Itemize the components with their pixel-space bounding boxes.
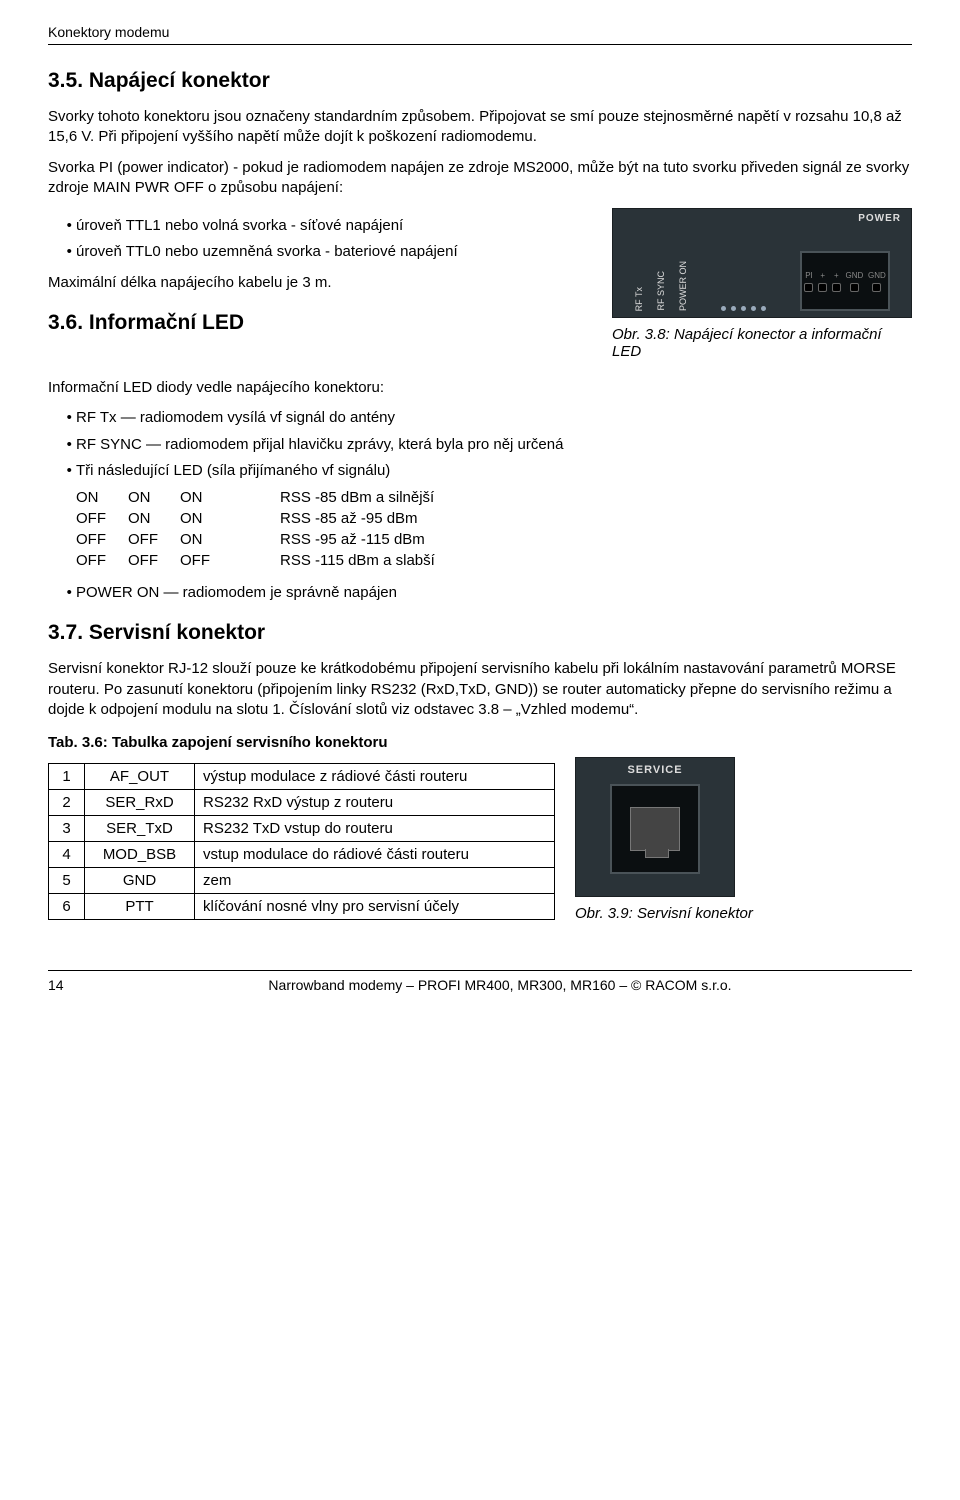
heading-3-6: 3.6. Informační LED — [48, 311, 588, 335]
para-3-5-1: Svorky tohoto konektoru jsou označeny st… — [48, 107, 912, 148]
pin-plus1: + — [820, 271, 825, 280]
para-3-5-3: Maximální délka napájecího kabelu je 3 m… — [48, 273, 588, 293]
bullet-rftx: RF Tx — radiomodem vysílá vf signál do a… — [76, 408, 912, 428]
figure-3-9-caption: Obr. 3.9: Servisní konektor — [575, 905, 753, 922]
pin-row-6: 6PTTklíčování nosné vlny pro servisní úč… — [49, 894, 555, 920]
bullet-three-led: Tři následující LED (síla přijímaného vf… — [76, 461, 912, 481]
heading-3-7: 3.7. Servisní konektor — [48, 621, 912, 645]
para-3-7-1: Servisní konektor RJ-12 slouží pouze ke … — [48, 659, 912, 720]
table-3-6-title: Tab. 3.6: Tabulka zapojení servisního ko… — [48, 734, 912, 751]
led-row — [721, 304, 766, 311]
para-3-6-1: Informační LED diody vedle napájecího ko… — [48, 378, 912, 398]
service-pin-table: 1AF_OUTvýstup modulace z rádiové části r… — [48, 763, 555, 920]
led-label-poweron: POWER ON — [678, 261, 688, 311]
pin-gnd1: GND — [846, 271, 864, 280]
led-label-rftx: RF Tx — [634, 287, 644, 311]
led-row-2: OFF OFF ON RSS -95 až -115 dBm — [76, 531, 912, 548]
service-panel-label: SERVICE — [627, 764, 682, 776]
terminal-block: PI + + GND GND — [800, 251, 890, 311]
led-row-3: OFF OFF OFF RSS -115 dBm a slabší — [76, 552, 912, 569]
power-connector-image: POWER RF Tx RF SYNC POWER ON PI + + GND … — [612, 208, 912, 318]
pin-plus2: + — [834, 271, 839, 280]
figure-3-8-caption: Obr. 3.8: Napájecí konector a informační… — [612, 326, 912, 360]
led-row-1: OFF ON ON RSS -85 až -95 dBm — [76, 510, 912, 527]
pin-row-3: 3SER_TxDRS232 TxD vstup do routeru — [49, 816, 555, 842]
bullet-ttl1: úroveň TTL1 nebo volná svorka - síťové n… — [76, 216, 588, 236]
pin-row-2: 2SER_RxDRS232 RxD výstup z routeru — [49, 790, 555, 816]
pin-row-1: 1AF_OUTvýstup modulace z rádiové části r… — [49, 764, 555, 790]
para-3-5-2: Svorka PI (power indicator) - pokud je r… — [48, 158, 912, 199]
led-signal-table: ON ON ON RSS -85 dBm a silnější OFF ON O… — [76, 489, 912, 569]
bullet-rfsync: RF SYNC — radiomodem přijal hlavičku zpr… — [76, 435, 912, 455]
footer-text: Narrowband modemy – PROFI MR400, MR300, … — [88, 977, 912, 993]
led-row-0: ON ON ON RSS -85 dBm a silnější — [76, 489, 912, 506]
pin-gnd2: GND — [868, 271, 886, 280]
bullet-ttl0: úroveň TTL0 nebo uzemněná svorka - bater… — [76, 242, 588, 262]
running-head: Konektory modemu — [48, 24, 912, 45]
pin-pi: PI — [805, 271, 813, 280]
pin-row-5: 5GNDzem — [49, 868, 555, 894]
page-footer: 14 Narrowband modemy – PROFI MR400, MR30… — [48, 970, 912, 993]
bullet-poweron: POWER ON — radiomodem je správně napájen — [76, 583, 912, 603]
service-connector-image: SERVICE — [575, 757, 735, 897]
power-panel-label: POWER — [858, 213, 901, 224]
heading-3-5: 3.5. Napájecí konektor — [48, 69, 912, 93]
pin-row-4: 4MOD_BSBvstup modulace do rádiové části … — [49, 842, 555, 868]
led-label-rfsync: RF SYNC — [656, 271, 666, 311]
page-number: 14 — [48, 977, 88, 993]
rj12-jack — [610, 784, 700, 874]
